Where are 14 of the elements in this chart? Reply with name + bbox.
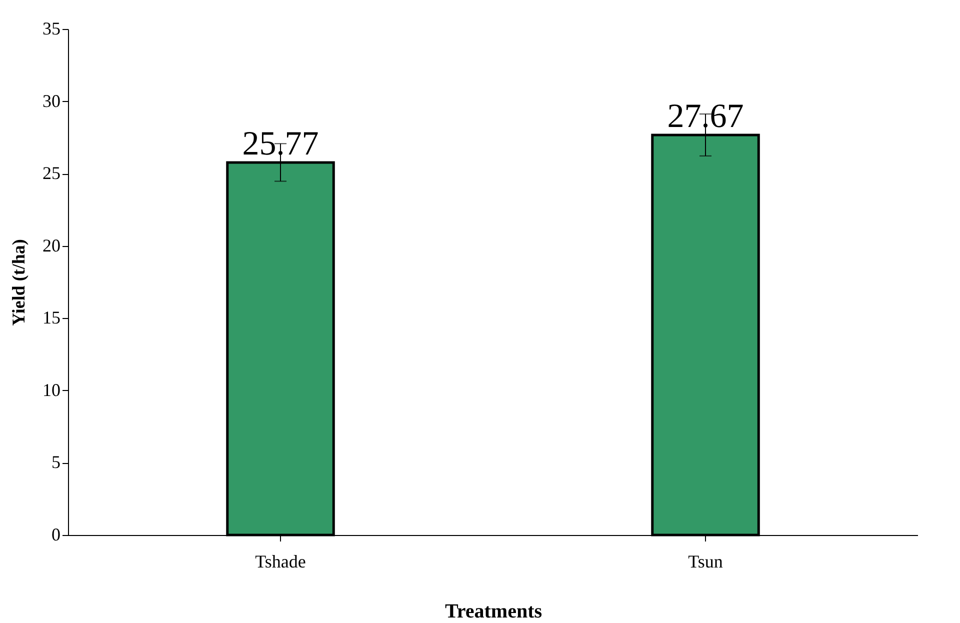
- y-tick-label: 30: [42, 90, 60, 111]
- x-tick-label: Tshade: [255, 552, 306, 572]
- y-tick-label: 25: [42, 163, 60, 184]
- y-tick-label: 10: [42, 380, 60, 400]
- y-tick-label: 15: [42, 308, 60, 328]
- y-axis-title: Yield (t/ha): [8, 239, 28, 326]
- y-tick-label: 20: [42, 235, 60, 256]
- x-axis-title: Treatments: [444, 600, 542, 622]
- data-label: 25.77: [242, 125, 319, 162]
- y-tick-label: 0: [52, 524, 60, 544]
- x-tick-label: Tsun: [688, 552, 723, 572]
- data-label: 27.67: [667, 98, 744, 135]
- y-tick-label: 35: [42, 18, 60, 38]
- y-tick-label: 5: [52, 452, 60, 472]
